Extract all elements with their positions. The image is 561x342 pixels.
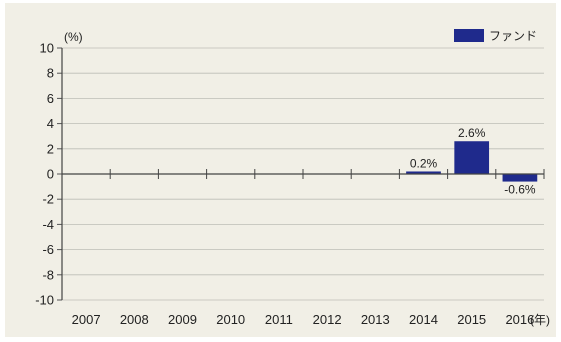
y-tick-label-6: -2 [42, 192, 54, 207]
x-tick-label-2013: 2013 [361, 312, 390, 327]
y-tick-label-9: -8 [42, 267, 54, 282]
bar-2016 [502, 174, 538, 182]
x-tick-label-2007: 2007 [72, 312, 101, 327]
data-labels: 0.2% 2.6% -0.6% [410, 126, 536, 196]
y-tick-label-8: -6 [42, 242, 54, 257]
data-label-2014: 0.2% [410, 156, 438, 170]
y-tick-label-0: 10 [40, 41, 54, 56]
x-tick-labels: 2007 2008 2009 2010 2011 2012 2013 2014 2015 2016 [72, 312, 535, 327]
bar-series [406, 141, 538, 182]
y-tick-label-7: -4 [42, 217, 54, 232]
legend-swatch [454, 29, 484, 42]
data-label-2015: 2.6% [458, 126, 486, 140]
bar-2015 [454, 141, 490, 174]
legend-label: ファンド [489, 29, 537, 43]
x-tick-label-2016: 2016 [505, 312, 534, 327]
gridlines [57, 47, 544, 301]
y-tick-label-2: 6 [47, 91, 54, 106]
x-tick-label-2008: 2008 [120, 312, 149, 327]
y-tick-labels: 10 8 6 4 2 0 -2 -4 -6 -8 -10 [35, 41, 54, 308]
y-tick-label-1: 8 [47, 66, 54, 81]
x-tick-label-2012: 2012 [313, 312, 342, 327]
y-tick-label-3: 4 [47, 116, 54, 131]
data-label-2016: -0.6% [504, 183, 536, 197]
y-tick-label-4: 2 [47, 141, 54, 156]
y-tick-label-10: -10 [35, 293, 54, 308]
x-axis-unit: (年) [530, 313, 550, 327]
legend: ファンド [454, 29, 537, 43]
x-tick-label-2009: 2009 [168, 312, 197, 327]
x-tick-label-2010: 2010 [216, 312, 245, 327]
x-tick-label-2015: 2015 [457, 312, 486, 327]
axes [61, 48, 545, 300]
y-axis-unit: (%) [64, 30, 83, 44]
x-tick-label-2014: 2014 [409, 312, 438, 327]
x-tick-label-2011: 2011 [265, 312, 293, 327]
y-tick-label-5: 0 [47, 167, 54, 182]
bar-2014 [406, 171, 441, 174]
